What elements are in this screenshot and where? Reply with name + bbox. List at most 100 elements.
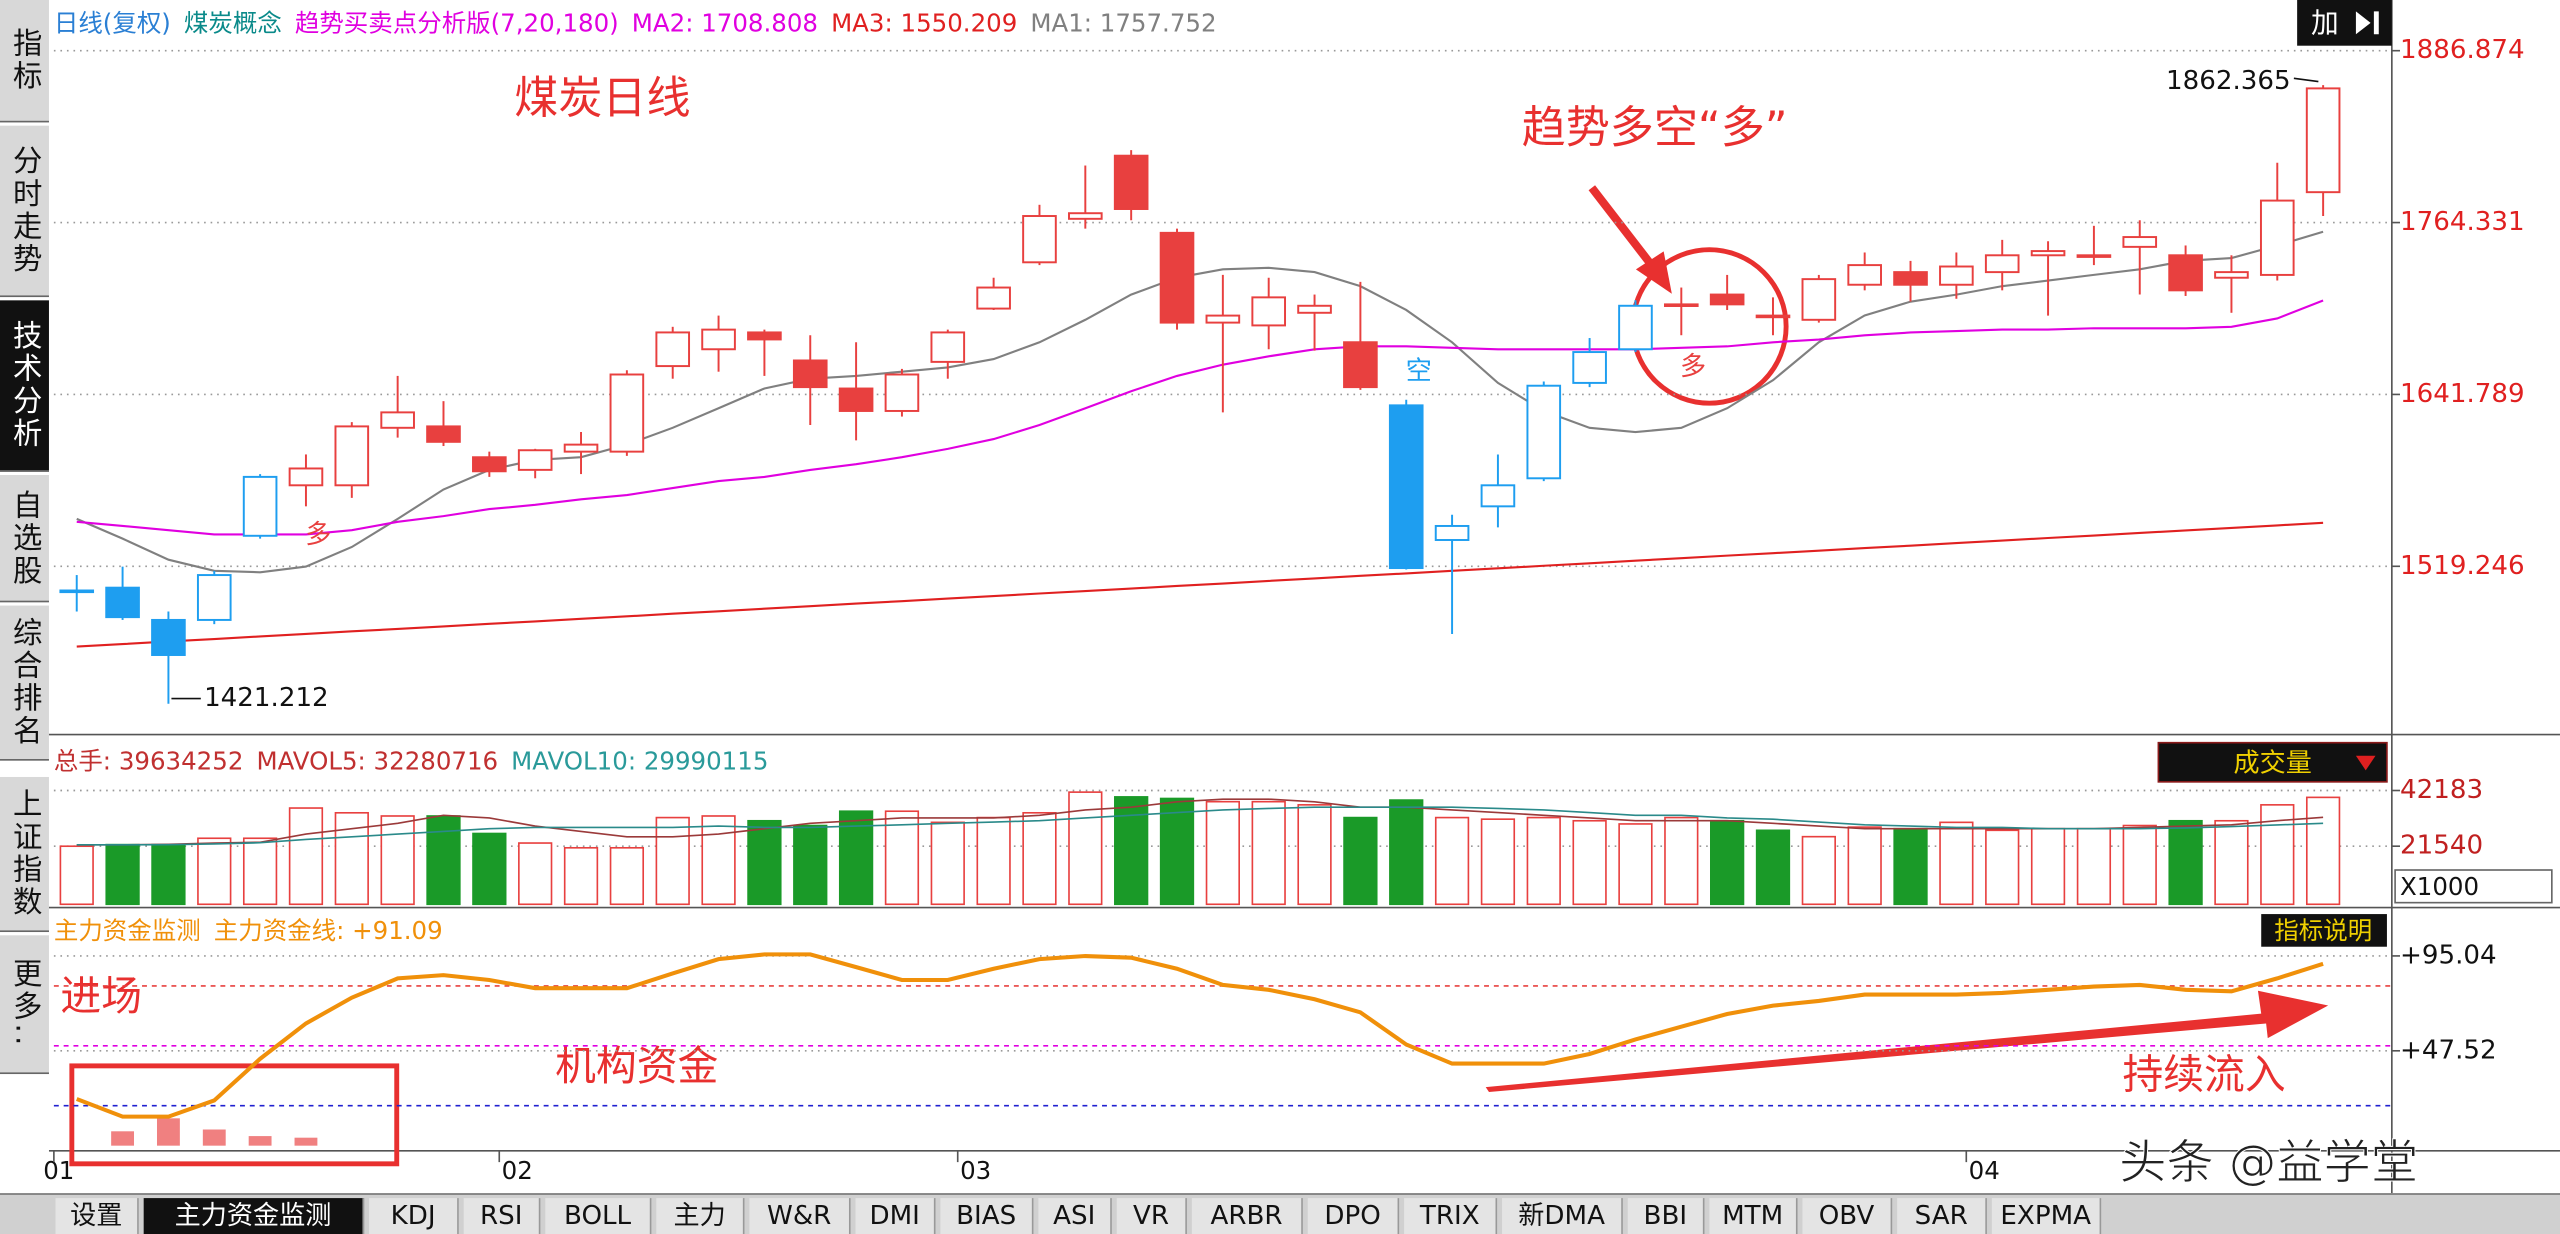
- tab[interactable]: 新DMA: [1502, 1198, 1623, 1234]
- y-tick-label: 1519.246: [2400, 551, 2525, 581]
- candle-body: [884, 373, 920, 412]
- candle-body: [1618, 304, 1653, 351]
- sidebar-tab[interactable]: 自选股: [0, 474, 49, 603]
- volume-bar: [1114, 796, 1149, 906]
- tab[interactable]: TRIX: [1404, 1198, 1498, 1234]
- volume-button[interactable]: [2157, 741, 2388, 783]
- fund-bar: [202, 1129, 226, 1146]
- header-item: MA3: 1550.209: [831, 8, 1017, 37]
- candle-body: [976, 286, 1011, 310]
- candle-body: [242, 475, 278, 537]
- tab[interactable]: BOLL: [545, 1198, 652, 1234]
- volume-bar: [1343, 816, 1378, 906]
- sidebar-tab[interactable]: 更多..: [0, 935, 49, 1075]
- sidebar-tab[interactable]: 分时走势: [0, 125, 49, 298]
- candle-body: [747, 331, 782, 341]
- volume-bar: [1251, 800, 1286, 906]
- volume-bar: [1939, 821, 1974, 906]
- help-button[interactable]: [2261, 914, 2387, 947]
- fund-bar: [111, 1131, 135, 1146]
- low-label: 1421.212: [204, 683, 329, 713]
- volume-bar: [1434, 816, 1470, 906]
- tab[interactable]: BIAS: [940, 1198, 1034, 1234]
- tab[interactable]: DPO: [1307, 1198, 1400, 1234]
- y-tick-label: 1886.874: [2400, 35, 2525, 65]
- high-label: 1862.365: [2166, 66, 2291, 96]
- signal-label: 空: [1406, 357, 1432, 387]
- x-tick-label: 04: [1969, 1156, 2000, 1185]
- sidebar-tab[interactable]: 指标: [0, 0, 49, 123]
- candle-body: [334, 425, 370, 487]
- volume-bar: [930, 821, 965, 906]
- candle-body: [2168, 254, 2203, 292]
- highlight-box: [69, 1063, 400, 1167]
- candle-body: [1068, 212, 1103, 220]
- candle-body: [151, 618, 186, 656]
- tab[interactable]: 主力资金监测: [143, 1198, 365, 1234]
- volume-bar: [1801, 835, 1836, 906]
- volume-bar: [242, 837, 278, 906]
- candle-body: [2030, 250, 2066, 257]
- candle-body: [1893, 271, 1928, 286]
- sidebar-tab[interactable]: 技术分析: [0, 300, 49, 472]
- panel-header: 日线(复权) 煤炭概念 趋势买卖点分析版(7,20,180) MA2: 1708.80…: [54, 8, 1217, 37]
- help-button-label[interactable]: 指标说明: [2274, 916, 2372, 945]
- annotation-entry: 进场: [60, 972, 142, 1020]
- sidebar-tab[interactable]: 上证指数: [0, 776, 49, 933]
- volume-bar: [2076, 827, 2112, 906]
- label-pointer: [2293, 77, 2319, 83]
- volume-bar: [334, 811, 369, 906]
- tab[interactable]: ASI: [1038, 1198, 1112, 1234]
- tab[interactable]: SAR: [1897, 1198, 1987, 1234]
- tab[interactable]: VR: [1116, 1198, 1187, 1234]
- candle-body: [1572, 351, 1607, 384]
- volume-button-label[interactable]: 成交量: [2233, 748, 2311, 778]
- sidebar-tab[interactable]: 综合排名: [0, 605, 49, 761]
- candle-body: [105, 586, 140, 619]
- tab[interactable]: MTM: [1709, 1198, 1798, 1234]
- volume-bar: [1022, 811, 1057, 906]
- tab-bar: 设置 主力资金监测 KDJ RSI BOLL 主力 W&R DMI BIAS ASI VR ARBR D…: [0, 1193, 2560, 1234]
- volume-bar: [976, 816, 1011, 906]
- volume-bar: [426, 815, 461, 906]
- candle-body: [288, 467, 324, 487]
- watermark: 头条 @益学堂: [2119, 1135, 2418, 1190]
- candle-body: [1755, 314, 1791, 319]
- candle-body: [1297, 304, 1332, 314]
- header-item: MA2: 1708.808: [632, 8, 818, 37]
- volume-bar: [1480, 818, 1516, 906]
- tab[interactable]: 主力: [656, 1198, 745, 1234]
- y-tick-label: 1764.331: [2400, 207, 2525, 237]
- tab[interactable]: ARBR: [1191, 1198, 1303, 1234]
- volume-bar: [884, 810, 920, 906]
- header-item: 趋势买卖点分析版(7,20,180): [295, 8, 619, 37]
- header-item: 煤炭概念: [184, 8, 282, 37]
- dropdown-arrow: [2355, 755, 2376, 771]
- tab[interactable]: BBI: [1627, 1198, 1705, 1234]
- volume-bar: [197, 837, 232, 906]
- volume-bar: [2122, 824, 2157, 906]
- add-button-label[interactable]: 加: [2311, 6, 2339, 39]
- tab[interactable]: EXPMA: [1991, 1198, 2102, 1234]
- volume-bar: [59, 845, 94, 906]
- volume-bar: [1618, 823, 1653, 906]
- volume-bar: [655, 816, 690, 906]
- tab[interactable]: RSI: [463, 1198, 541, 1234]
- panel-header: 总手: 39634252 MAVOL5: 32280716 MAVOL10: 299…: [54, 746, 769, 775]
- y-tick-label: 1641.789: [2400, 379, 2525, 409]
- mavol-line: [76, 798, 2324, 846]
- annotation-funds: 机构资金: [555, 1042, 718, 1090]
- tab[interactable]: DMI: [855, 1198, 936, 1234]
- volume-bar: [1893, 827, 1928, 906]
- panel-header: 主力资金监测 主力资金线: +91.09: [54, 916, 443, 945]
- candle-body: [2214, 271, 2249, 279]
- volume-bar: [1847, 826, 1882, 906]
- y-tick-label: 42183: [2400, 775, 2483, 805]
- tab[interactable]: 设置: [55, 1198, 139, 1234]
- tab[interactable]: KDJ: [368, 1198, 459, 1234]
- volume-bar: [151, 843, 186, 906]
- candle-body: [2305, 87, 2341, 194]
- volume-bar: [1205, 800, 1240, 906]
- tab[interactable]: W&R: [749, 1198, 851, 1234]
- tab[interactable]: OBV: [1802, 1198, 1893, 1234]
